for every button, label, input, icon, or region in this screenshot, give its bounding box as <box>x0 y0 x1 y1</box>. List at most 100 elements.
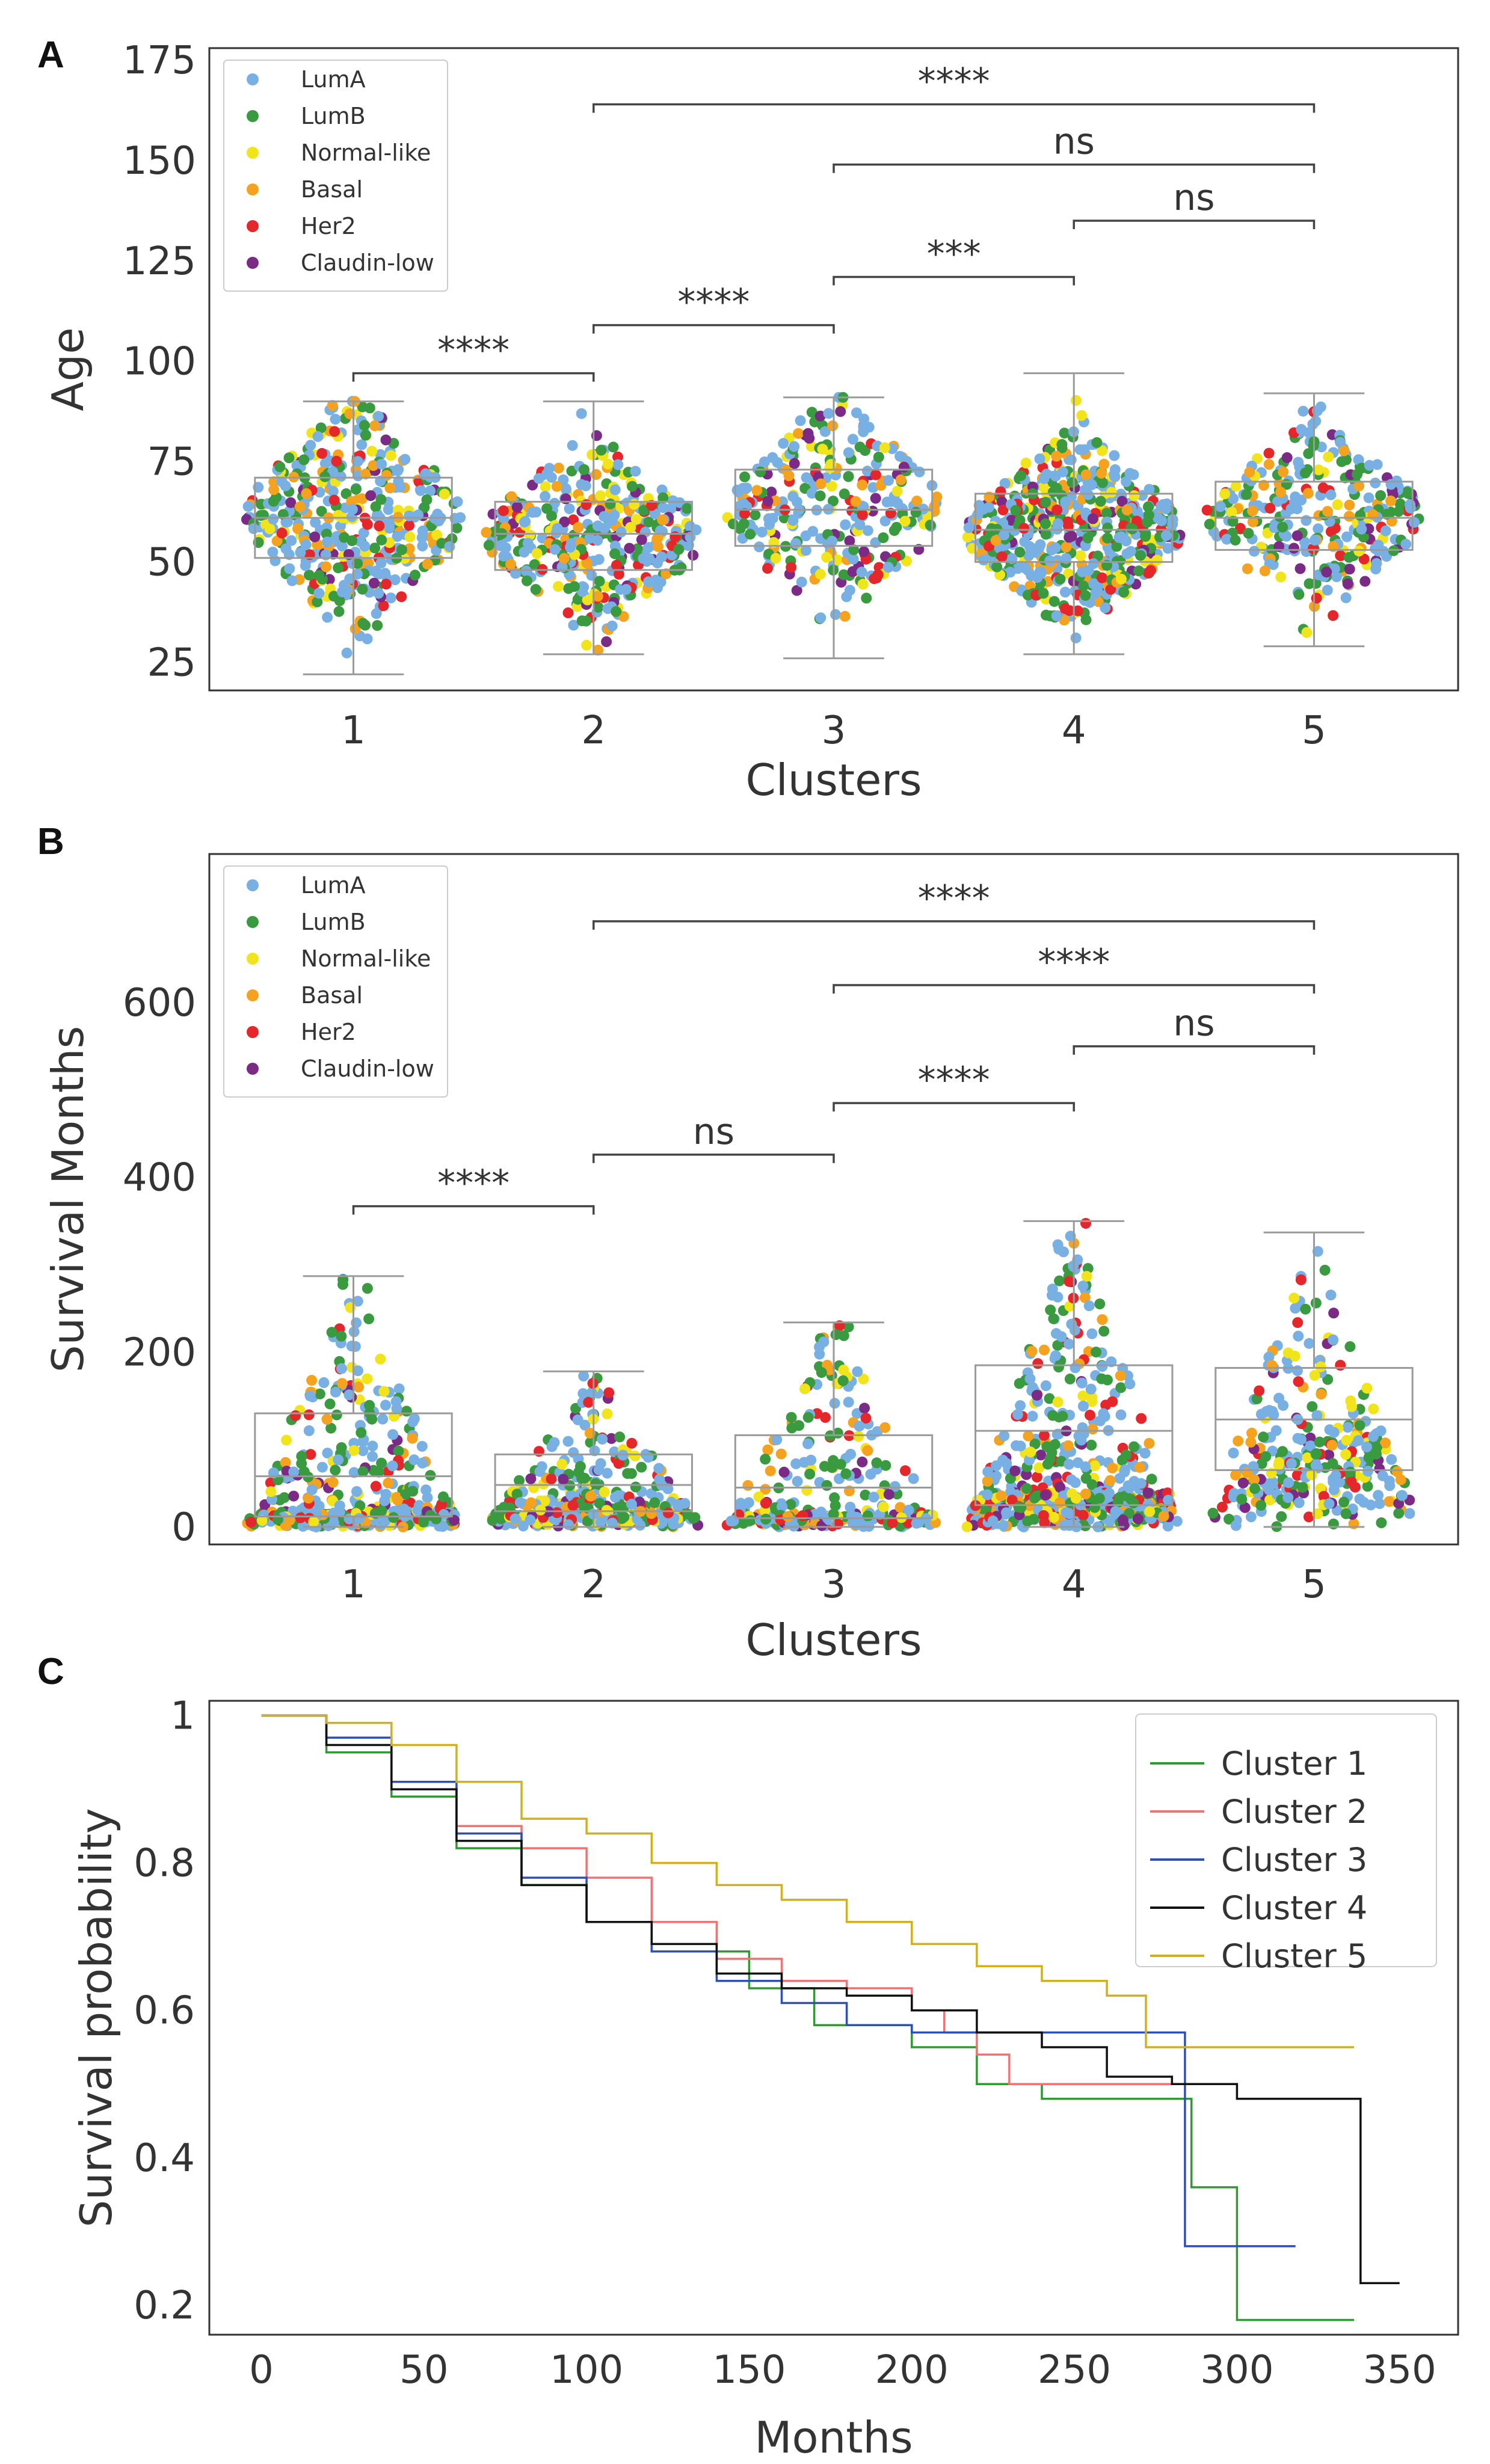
swarm-point <box>1342 1422 1353 1433</box>
swarm-point <box>1094 1298 1106 1310</box>
swarm-point <box>539 1495 550 1507</box>
panel-c-y-axis-title: Survival probability <box>71 1808 122 2227</box>
y-tick-label: 150 <box>123 139 196 183</box>
swarm-point <box>843 1396 854 1408</box>
swarm-point <box>627 481 638 492</box>
swarm-point <box>799 1383 810 1395</box>
swarm-point <box>1059 586 1071 598</box>
swarm-point <box>997 504 1009 515</box>
swarm-point <box>369 420 380 431</box>
swarm-point <box>743 1497 754 1508</box>
swarm-point <box>1341 531 1352 542</box>
swarm-point <box>1160 530 1172 541</box>
swarm-point <box>817 443 828 455</box>
swarm-point <box>839 488 850 500</box>
swarm-point <box>565 542 576 553</box>
swarm-point <box>792 1476 803 1487</box>
swarm-point <box>1116 496 1128 507</box>
swarm-point <box>1020 457 1032 469</box>
legend-label: Claudin-low <box>301 1055 434 1082</box>
swarm-point <box>1335 437 1346 448</box>
swarm-point <box>1146 1473 1157 1485</box>
swarm-point <box>267 547 279 558</box>
swarm-point <box>333 606 345 617</box>
swarm-point <box>1293 589 1305 600</box>
swarm-point <box>1128 1498 1139 1508</box>
swarm-point <box>1050 542 1061 553</box>
swarm-point <box>1373 1490 1384 1501</box>
panel-b-plot-area <box>208 853 1459 1546</box>
swarm-point <box>821 551 833 563</box>
swarm-point <box>1098 1408 1109 1419</box>
panel-c-survival-curves <box>261 1714 1400 2321</box>
swarm-point <box>553 462 564 474</box>
swarm-point <box>602 458 614 470</box>
swarm-point <box>564 503 575 514</box>
swarm-point <box>931 491 943 503</box>
x-tick-label: 2 <box>581 1562 606 1607</box>
swarm-point <box>764 519 775 530</box>
swarm-point <box>1014 547 1026 558</box>
swarm-point <box>1080 1489 1091 1500</box>
swarm-point <box>590 1478 602 1489</box>
swarm-point <box>1089 1460 1100 1472</box>
legend-label: Basal <box>301 176 363 203</box>
swarm-point <box>328 1517 339 1529</box>
legend-marker <box>247 110 259 122</box>
swarm-point <box>519 547 530 558</box>
swarm-point <box>987 1516 999 1526</box>
swarm-point <box>1000 1507 1012 1519</box>
swarm-point <box>1230 481 1242 492</box>
swarm-point <box>1085 1383 1097 1395</box>
swarm-point <box>336 1378 348 1389</box>
swarm-point <box>898 461 910 473</box>
swarm-point <box>835 1458 846 1470</box>
swarm-point <box>339 532 350 543</box>
swarm-point <box>1116 573 1127 585</box>
swarm-point <box>579 1472 590 1484</box>
swarm-point <box>830 1329 842 1341</box>
swarm-point <box>1241 489 1252 500</box>
swarm-point <box>797 1510 808 1522</box>
swarm-point <box>1059 428 1070 439</box>
swarm-point <box>568 581 580 592</box>
swarm-point <box>871 1457 882 1469</box>
swarm-point <box>1057 1410 1068 1422</box>
swarm-point <box>336 1363 347 1374</box>
swarm-point <box>1325 1289 1337 1301</box>
swarm-point <box>284 1514 295 1526</box>
swarm-point <box>1009 1465 1021 1476</box>
swarm-point <box>318 1377 330 1388</box>
swarm-point <box>1362 1481 1373 1492</box>
swarm-point <box>1040 1380 1051 1392</box>
panel-b-y-ticks: 0 200 400 600 <box>123 981 196 1550</box>
swarm-point <box>650 508 660 520</box>
swarm-point <box>294 501 306 512</box>
swarm-point <box>367 1451 378 1462</box>
swarm-point <box>401 1406 412 1417</box>
swarm-point <box>843 1321 854 1333</box>
swarm-point <box>380 1399 391 1411</box>
swarm-point <box>1054 573 1066 585</box>
swarm-point <box>1114 1473 1125 1484</box>
swarm-point <box>1065 454 1077 465</box>
swarm-point <box>514 1497 526 1508</box>
swarm-point <box>1040 518 1051 529</box>
swarm-point <box>303 1425 315 1436</box>
swarm-point <box>882 562 894 573</box>
swarm-point <box>996 551 1008 562</box>
swarm-point <box>353 1381 365 1393</box>
swarm-point <box>256 1515 268 1526</box>
panel-c-x-ticks: 0 50 100 150 200 250 300 350 <box>249 2348 1436 2392</box>
swarm-point <box>1405 502 1416 514</box>
swarm-point <box>616 1513 627 1524</box>
swarm-point <box>1358 553 1370 565</box>
panel-a-x-axis-title: Clusters <box>745 755 922 805</box>
swarm-point <box>353 1513 365 1524</box>
swarm-point <box>304 570 315 581</box>
swarm-point <box>535 1504 546 1516</box>
swarm-point <box>1291 1365 1303 1377</box>
swarm-point <box>295 1512 306 1523</box>
y-tick-label: 600 <box>123 981 196 1025</box>
swarm-point <box>383 1477 394 1489</box>
